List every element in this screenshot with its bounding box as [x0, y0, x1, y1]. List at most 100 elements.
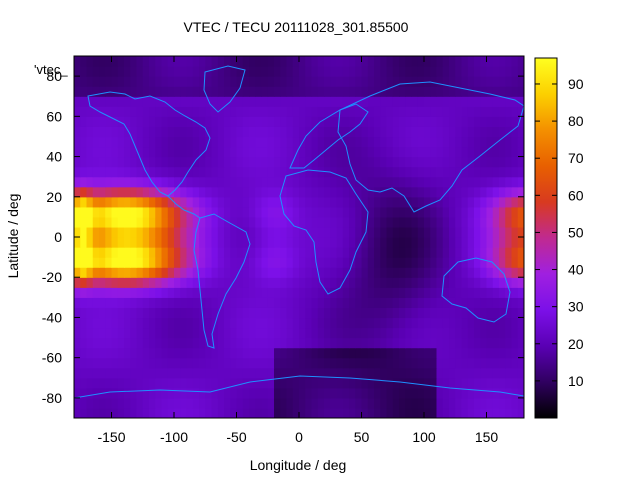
heatmap-cell — [424, 257, 431, 268]
heatmap-cell — [174, 257, 181, 268]
heatmap-cell — [305, 96, 313, 107]
heatmap-cell — [411, 277, 419, 288]
heatmap-cell — [342, 96, 350, 107]
heatmap-cell — [467, 317, 475, 329]
heatmap-cell — [486, 196, 494, 208]
heatmap-cell — [405, 216, 413, 228]
heatmap-cell — [305, 106, 313, 117]
heatmap-cell — [274, 317, 281, 329]
heatmap-cell — [311, 287, 319, 298]
heatmap-cell — [86, 226, 94, 238]
heatmap-cell — [92, 196, 100, 208]
heatmap-cell — [430, 156, 438, 168]
heatmap-cell — [311, 307, 319, 319]
heatmap-cell — [311, 96, 319, 107]
heatmap-cell — [405, 387, 413, 399]
heatmap-cell — [486, 126, 494, 138]
heatmap-cell — [442, 196, 450, 208]
heatmap-cell — [192, 247, 200, 258]
heatmap-cell — [111, 287, 119, 298]
heatmap-cell — [274, 377, 281, 389]
heatmap-cell — [274, 166, 281, 178]
heatmap-cell — [205, 267, 213, 278]
heatmap-cell — [505, 186, 513, 198]
heatmap-cell — [174, 337, 181, 349]
heatmap-cell — [130, 196, 138, 208]
heatmap-cell — [230, 96, 238, 107]
heatmap-cell — [499, 196, 506, 208]
heatmap-cell — [92, 136, 100, 148]
heatmap-cell — [311, 367, 319, 379]
heatmap-cell — [274, 76, 281, 87]
heatmap-cell — [417, 297, 425, 308]
heatmap-cell — [292, 176, 300, 188]
heatmap-cell — [411, 357, 419, 369]
heatmap-cell — [380, 407, 388, 418]
heatmap-cell — [455, 106, 463, 117]
heatmap-cell — [224, 337, 231, 349]
heatmap-cell — [161, 367, 169, 379]
heatmap-cell — [374, 337, 381, 349]
heatmap-cell — [142, 196, 150, 208]
heatmap-cell — [324, 277, 331, 288]
heatmap-cell — [411, 367, 419, 379]
heatmap-cell — [311, 357, 319, 369]
heatmap-cell — [74, 196, 81, 208]
heatmap-cell — [292, 126, 300, 138]
heatmap-cell — [86, 347, 94, 359]
heatmap-cell — [111, 397, 119, 409]
heatmap-cell — [317, 287, 325, 298]
heatmap-cell — [292, 206, 300, 218]
heatmap-cell — [380, 317, 388, 329]
heatmap-cell — [405, 226, 413, 238]
heatmap-cell — [480, 196, 488, 208]
heatmap-cell — [280, 247, 288, 258]
heatmap-cell — [492, 216, 500, 228]
heatmap-cell — [311, 116, 319, 127]
heatmap-cell — [467, 136, 475, 148]
heatmap-cell — [280, 277, 288, 288]
heatmap-cell — [155, 116, 163, 127]
heatmap-cell — [405, 156, 413, 168]
heatmap-cell — [492, 407, 500, 418]
heatmap-cell — [74, 377, 81, 389]
heatmap-cell — [324, 387, 331, 399]
heatmap-cell — [374, 377, 381, 389]
heatmap-cell — [92, 176, 100, 188]
heatmap-cell — [211, 357, 219, 369]
heatmap-cell — [261, 76, 269, 87]
heatmap-cell — [336, 237, 344, 248]
heatmap-cell — [374, 327, 381, 339]
heatmap-cell — [174, 297, 181, 308]
heatmap-cell — [149, 297, 156, 308]
heatmap-cell — [511, 357, 519, 369]
heatmap-cell — [386, 397, 394, 409]
heatmap-cell — [342, 367, 350, 379]
heatmap-cell — [474, 237, 481, 248]
heatmap-cell — [455, 146, 463, 158]
heatmap-cell — [167, 86, 175, 97]
heatmap-cell — [505, 76, 513, 87]
heatmap-cell — [405, 116, 413, 127]
heatmap-cell — [517, 66, 524, 77]
heatmap-cell — [392, 116, 400, 127]
heatmap-cell — [430, 76, 438, 87]
heatmap-cell — [280, 297, 288, 308]
heatmap-cell — [449, 277, 456, 288]
heatmap-cell — [155, 226, 163, 238]
heatmap-cell — [455, 407, 463, 418]
heatmap-cell — [499, 176, 506, 188]
heatmap-cell — [124, 86, 131, 97]
heatmap-cell — [124, 317, 131, 329]
heatmap-cell — [92, 357, 100, 369]
heatmap-cell — [492, 56, 500, 67]
heatmap-cell — [199, 106, 206, 117]
heatmap-cell — [486, 317, 494, 329]
heatmap-cell — [317, 56, 325, 67]
heatmap-cell — [392, 186, 400, 198]
heatmap-cell — [74, 156, 81, 168]
heatmap-cell — [317, 226, 325, 238]
heatmap-cell — [474, 106, 481, 117]
heatmap-cell — [317, 277, 325, 288]
heatmap-cell — [261, 136, 269, 148]
